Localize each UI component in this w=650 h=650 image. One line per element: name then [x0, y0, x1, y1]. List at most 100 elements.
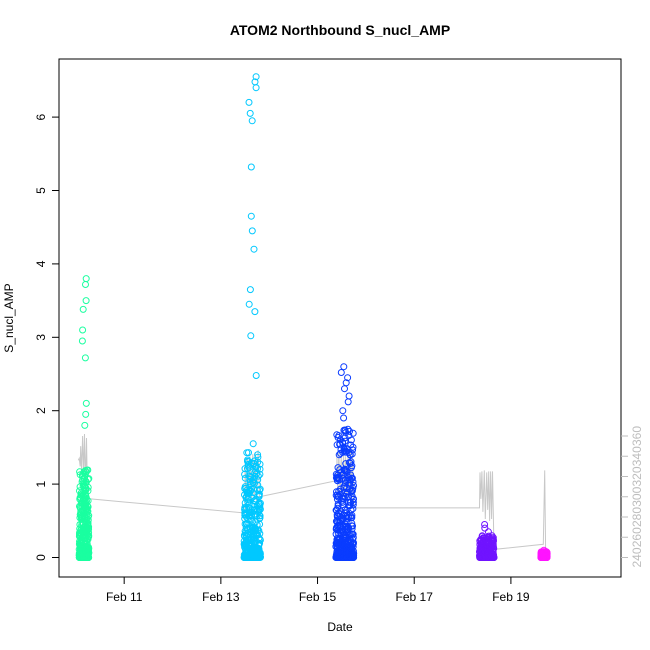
data-point	[81, 354, 89, 362]
data-point	[340, 447, 348, 455]
data-point	[332, 506, 340, 514]
data-point	[80, 552, 88, 560]
data-point	[337, 369, 345, 376]
data-point	[340, 553, 348, 561]
data-point	[341, 437, 349, 445]
data-point	[337, 449, 344, 457]
data-point	[78, 519, 86, 527]
data-point	[484, 528, 492, 536]
data-point	[81, 421, 89, 429]
point-cluster-5	[537, 546, 551, 561]
data-point	[243, 525, 251, 533]
y2-tick-label: 320	[630, 466, 644, 486]
y2-tick-label: 240	[630, 547, 644, 567]
data-point	[247, 332, 255, 340]
data-point	[82, 410, 90, 418]
data-point	[349, 443, 357, 451]
data-point	[82, 494, 90, 502]
data-point	[242, 554, 250, 561]
data-point	[255, 551, 263, 559]
data-point	[255, 486, 263, 494]
data-point	[242, 532, 250, 539]
data-point	[82, 491, 90, 499]
data-point	[247, 549, 254, 557]
x-axis-label: Date	[327, 620, 353, 634]
data-point	[247, 163, 255, 171]
data-point	[76, 511, 84, 519]
data-point	[343, 542, 351, 550]
data-point	[487, 553, 495, 561]
y2-tick-label: 360	[630, 426, 644, 446]
y2-tick-label: 260	[630, 527, 644, 547]
y-tick-label: 5	[34, 187, 48, 194]
y-tick-label: 0	[34, 554, 48, 561]
point-cluster-3	[332, 363, 358, 561]
point-cluster-2	[240, 73, 264, 561]
data-point	[245, 98, 253, 106]
data-point	[252, 498, 260, 506]
data-point	[241, 474, 249, 482]
data-point	[346, 451, 354, 459]
data-point	[77, 537, 85, 545]
data-point	[246, 478, 254, 486]
data-point	[345, 524, 353, 532]
data-point	[340, 414, 348, 422]
data-point	[243, 449, 251, 457]
data-point	[84, 553, 91, 561]
data-point	[334, 500, 342, 508]
data-point	[334, 464, 342, 472]
data-point	[249, 440, 257, 448]
data-point	[243, 548, 251, 556]
data-point	[252, 462, 260, 470]
data-point	[241, 542, 249, 550]
data-point	[542, 548, 549, 556]
data-point	[345, 513, 353, 521]
data-point	[252, 372, 260, 379]
data-point	[488, 532, 496, 540]
data-point	[79, 326, 87, 334]
data-point	[251, 479, 259, 487]
data-point	[334, 475, 342, 483]
point-cluster-1	[75, 275, 93, 561]
data-point	[254, 453, 262, 461]
data-point	[247, 509, 255, 517]
data-point	[256, 536, 264, 544]
data-point	[341, 467, 349, 475]
data-point	[334, 517, 341, 525]
data-point	[480, 537, 488, 545]
x-tick-label: Feb 13	[202, 590, 240, 604]
data-point	[332, 474, 340, 482]
x-tick-label: Feb 11	[106, 590, 143, 604]
data-point	[478, 539, 486, 547]
y-tick-label: 1	[34, 480, 48, 487]
data-point	[252, 73, 260, 81]
data-point	[342, 513, 350, 521]
data-point	[540, 553, 548, 561]
data-point	[243, 504, 250, 512]
data-point	[84, 475, 92, 483]
data-point	[350, 482, 357, 489]
data-point	[349, 530, 357, 538]
chart-title: ATOM2 Northbound S_nucl_AMP	[230, 22, 450, 38]
data-point	[344, 374, 352, 382]
data-point	[255, 490, 263, 498]
data-point	[537, 553, 545, 561]
data-point	[245, 300, 253, 308]
data-point	[246, 554, 254, 561]
data-point	[335, 451, 343, 459]
data-point	[342, 534, 350, 542]
data-point	[345, 392, 353, 400]
data-point	[79, 305, 87, 313]
data-point	[336, 540, 344, 548]
data-point	[246, 286, 254, 294]
data-point	[482, 548, 490, 556]
data-point	[340, 470, 348, 478]
data-point	[79, 520, 87, 528]
y2-tick-label: 340	[630, 446, 644, 466]
data-point	[245, 462, 252, 470]
data-point	[347, 436, 355, 444]
data-point	[349, 505, 357, 513]
y-tick-label: 6	[34, 113, 48, 120]
data-point	[82, 275, 90, 283]
